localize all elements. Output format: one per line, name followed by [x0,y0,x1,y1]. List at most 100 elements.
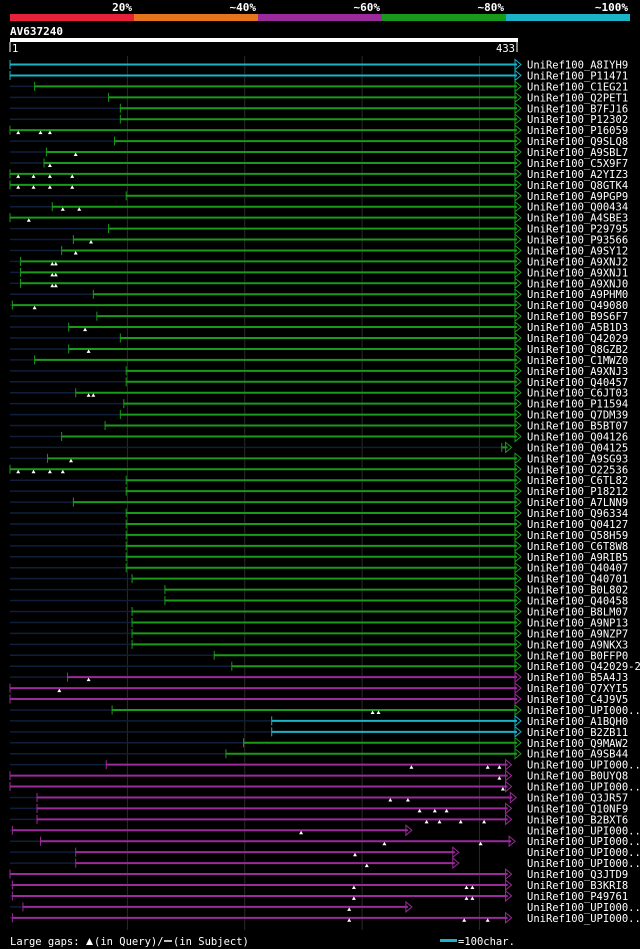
hit-row[interactable]: UniRef100_Q04125 [10,441,628,454]
hit-label[interactable]: UniRef100_A1BQH0 [527,716,628,728]
hit-label[interactable]: UniRef100_P29795 [527,224,628,236]
hit-label[interactable]: UniRef100_Q40458 [527,596,628,608]
hit-row[interactable]: UniRef100_UPI000.. [10,835,640,848]
hit-label[interactable]: UniRef100_A4SBE3 [527,213,628,225]
hit-label[interactable]: UniRef100_B2BXT6 [527,814,628,826]
hit-label[interactable]: UniRef100_A9PGP9 [527,191,628,203]
hit-label[interactable]: UniRef100_B3KRI8 [527,880,628,892]
hit-label[interactable]: UniRef100_P49761 [527,891,628,903]
hit-row[interactable]: UniRef100_A9NP13 [10,616,628,629]
hit-label[interactable]: UniRef100_UPI000.. [527,913,640,925]
hit-label[interactable]: UniRef100_P18212 [527,486,628,498]
hit-row[interactable]: UniRef100_A9PGP9 [10,189,628,203]
hit-row[interactable]: UniRef100_C5X9F7 [10,156,628,170]
hit-label[interactable]: UniRef100_A7LNN9 [527,497,628,509]
hit-row[interactable]: UniRef100_Q40457 [10,375,628,389]
hit-row[interactable]: UniRef100_Q10NF9 [10,802,628,815]
hit-label[interactable]: UniRef100_P16059 [527,125,628,137]
hit-label[interactable]: UniRef100_O22536 [527,464,628,476]
hit-label[interactable]: UniRef100_Q96334 [527,508,628,520]
hit-label[interactable]: UniRef100_C1EG21 [527,81,628,93]
hit-row[interactable]: UniRef100_B7FJ16 [10,102,628,115]
hit-row[interactable]: UniRef100_A1BQH0 [10,714,628,728]
hit-row[interactable]: UniRef100_C6T8W8 [10,539,628,553]
hit-label[interactable]: UniRef100_A2YIZ3 [527,169,628,181]
hit-label[interactable]: UniRef100_A9XNJ3 [527,366,628,378]
hit-row[interactable]: UniRef100_A9NKX3 [10,638,628,651]
hit-label[interactable]: UniRef100_B7FJ16 [527,103,628,115]
hit-label[interactable]: UniRef100_B8LM07 [527,607,628,619]
hit-label[interactable]: UniRef100_Q40457 [527,377,628,389]
hit-row[interactable]: UniRef100_A9SY12 [10,244,628,258]
hit-row[interactable]: UniRef100_P18212 [10,485,628,498]
hit-label[interactable]: UniRef100_Q58H59 [527,530,628,542]
hit-label[interactable]: UniRef100_C6T8W8 [527,541,628,553]
hit-row[interactable]: UniRef100_B5A4J3 [10,671,628,684]
hit-row[interactable]: UniRef100_UPI000.. [10,857,640,870]
hit-label[interactable]: UniRef100_A9SBL7 [527,147,628,159]
hit-row[interactable]: UniRef100_B9S6F7 [10,310,628,323]
hit-label[interactable]: UniRef100_A9NKX3 [527,639,628,651]
hit-row[interactable]: UniRef100_B0UYQ8 [9,769,628,783]
hit-row[interactable]: UniRef100_A9SB44 [10,747,628,761]
hit-row[interactable]: UniRef100_Q40458 [10,594,628,608]
hit-row[interactable]: UniRef100_P11594 [10,397,628,411]
hit-row[interactable]: UniRef100_Q42029 [10,331,628,345]
hit-row[interactable]: UniRef100_Q96334 [10,506,628,520]
hit-label[interactable]: UniRef100_Q7XYI5 [527,683,628,695]
hit-row[interactable]: UniRef100_A9XNJ1 [10,266,628,279]
hit-label[interactable]: UniRef100_UPI000.. [527,858,640,870]
hit-label[interactable]: UniRef100_Q00434 [527,202,628,214]
hit-row[interactable]: UniRef100_A9XNJ3 [10,364,628,378]
hit-row[interactable]: UniRef100_P29795 [10,222,628,236]
hit-label[interactable]: UniRef100_B0FFP0 [527,650,628,662]
hit-label[interactable]: UniRef100_B0L802 [527,585,628,597]
hit-label[interactable]: UniRef100_Q8GZB2 [527,344,628,356]
hit-row[interactable]: UniRef100_C6JT03 [10,386,628,400]
hit-row[interactable]: UniRef100_Q49080 [10,299,628,312]
hit-label[interactable]: UniRef100_UPI000.. [527,760,640,772]
hit-label[interactable]: UniRef100_C5X9F7 [527,158,628,170]
hit-row[interactable]: UniRef100_C6TL82 [10,474,628,487]
hit-row[interactable]: UniRef100_B2ZB11 [10,725,628,739]
hit-label[interactable]: UniRef100_C6JT03 [527,388,628,400]
hit-label[interactable]: UniRef100_UPI000.. [527,902,640,914]
hit-label[interactable]: UniRef100_UPI000.. [527,705,640,717]
hit-label[interactable]: UniRef100_Q3JTD9 [527,869,628,881]
hit-label[interactable]: UniRef100_A9SY12 [527,246,628,258]
hit-label[interactable]: UniRef100_A8IYH9 [527,60,628,72]
hit-row[interactable]: UniRef100_Q40701 [10,572,628,586]
hit-row[interactable]: UniRef100_Q42029-2 [10,660,640,673]
hit-label[interactable]: UniRef100_P11594 [527,399,628,411]
hit-row[interactable]: UniRef100_A9SBL7 [10,145,628,159]
hit-row[interactable]: UniRef100_Q2PET1 [10,91,628,104]
hit-label[interactable]: UniRef100_Q2PET1 [527,92,628,104]
hit-row[interactable]: UniRef100_Q04126 [10,430,628,444]
hit-row[interactable]: UniRef100_P93566 [10,233,628,247]
hit-label[interactable]: UniRef100_UPI000.. [527,825,640,837]
hit-label[interactable]: UniRef100_A9XNJ2 [527,256,628,268]
hit-label[interactable]: UniRef100_Q42029-2 [527,661,640,673]
hit-row[interactable]: UniRef100_Q8GTK4 [9,178,628,192]
hit-label[interactable]: UniRef100_A9RIB5 [527,552,628,564]
hit-row[interactable]: UniRef100_A8IYH9 [9,58,628,72]
hit-row[interactable]: UniRef100_P12302 [10,113,628,126]
hit-row[interactable]: UniRef100_UPI000.. [10,846,640,859]
hit-row[interactable]: UniRef100_A5B1D3 [10,321,628,334]
hit-label[interactable]: UniRef100_B0UYQ8 [527,771,628,783]
hit-label[interactable]: UniRef100_B5BT07 [527,421,628,433]
hit-row[interactable]: UniRef100_C1MWZ0 [10,353,628,367]
hit-label[interactable]: UniRef100_B2ZB11 [527,727,628,739]
hit-row[interactable]: UniRef100_A9XNJ2 [10,255,628,268]
hit-row[interactable]: UniRef100_A4SBE3 [9,211,628,225]
hit-row[interactable]: UniRef100_Q40407 [10,561,628,575]
hit-row[interactable]: UniRef100_A9RIB5 [10,550,628,564]
hit-label[interactable]: UniRef100_B9S6F7 [527,311,628,323]
hit-label[interactable]: UniRef100_Q7DM39 [527,410,628,422]
hit-row[interactable]: UniRef100_B0L802 [10,583,628,597]
hit-row[interactable]: UniRef100_A2YIZ3 [9,167,628,181]
hit-label[interactable]: UniRef100_A9SB44 [527,749,628,761]
hit-label[interactable]: UniRef100_P93566 [527,235,628,247]
hit-label[interactable]: UniRef100_Q40701 [527,574,628,586]
hit-row[interactable]: UniRef100_UPI000.. [10,703,640,717]
